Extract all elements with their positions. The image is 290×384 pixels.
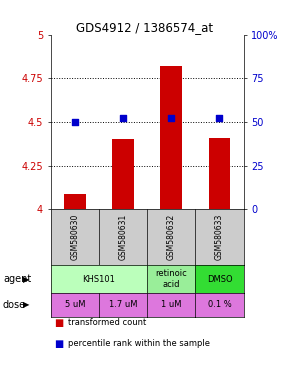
Text: agent: agent xyxy=(3,274,31,284)
Text: 1 uM: 1 uM xyxy=(161,300,182,310)
Text: 0.1 %: 0.1 % xyxy=(208,300,231,310)
Bar xyxy=(64,194,86,209)
Text: ■: ■ xyxy=(54,339,63,349)
Text: dose: dose xyxy=(3,300,26,310)
Text: GDS4912 / 1386574_at: GDS4912 / 1386574_at xyxy=(77,21,213,34)
Text: 5 uM: 5 uM xyxy=(65,300,85,310)
Point xyxy=(72,119,77,125)
Text: retinoic
acid: retinoic acid xyxy=(155,270,187,289)
Text: ▶: ▶ xyxy=(23,275,29,284)
Bar xyxy=(112,139,134,209)
Text: GSM580630: GSM580630 xyxy=(70,214,79,260)
Text: DMSO: DMSO xyxy=(207,275,232,284)
Point xyxy=(169,115,174,121)
Bar xyxy=(160,66,182,209)
Bar xyxy=(209,137,230,209)
Text: GSM580632: GSM580632 xyxy=(167,214,176,260)
Text: ▶: ▶ xyxy=(23,300,29,310)
Text: GSM580631: GSM580631 xyxy=(119,214,128,260)
Point xyxy=(217,115,222,121)
Text: 1.7 uM: 1.7 uM xyxy=(109,300,137,310)
Text: KHS101: KHS101 xyxy=(83,275,115,284)
Text: percentile rank within the sample: percentile rank within the sample xyxy=(68,339,210,348)
Text: ■: ■ xyxy=(54,318,63,328)
Text: GSM580633: GSM580633 xyxy=(215,214,224,260)
Point xyxy=(121,115,125,121)
Text: transformed count: transformed count xyxy=(68,318,146,327)
